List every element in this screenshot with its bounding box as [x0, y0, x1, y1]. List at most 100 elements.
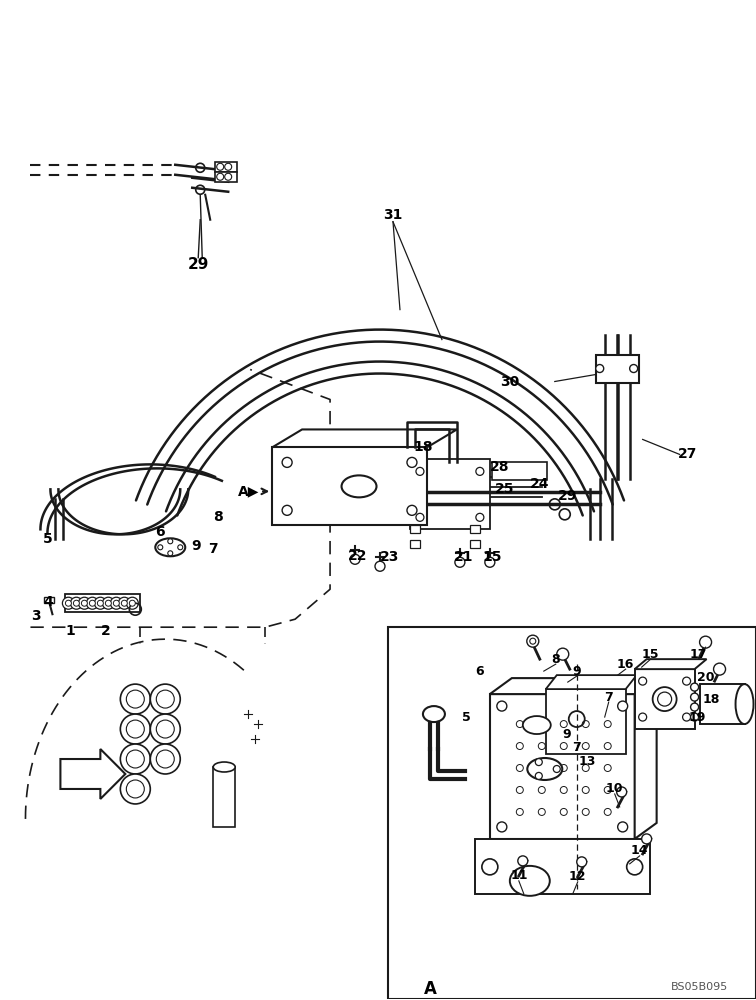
Bar	[546, 689, 626, 754]
Circle shape	[618, 822, 627, 832]
Polygon shape	[272, 429, 457, 447]
Circle shape	[150, 714, 180, 744]
Circle shape	[690, 713, 699, 721]
Text: 28: 28	[490, 460, 510, 474]
Circle shape	[73, 600, 79, 606]
Text: 9: 9	[572, 665, 581, 678]
Circle shape	[150, 684, 180, 714]
Circle shape	[683, 713, 690, 721]
Bar	[213, 767, 235, 827]
Circle shape	[225, 163, 231, 170]
Text: 17: 17	[689, 648, 708, 661]
Circle shape	[617, 787, 627, 797]
Circle shape	[476, 467, 484, 475]
Circle shape	[126, 720, 144, 738]
Circle shape	[66, 600, 71, 606]
Bar	[490, 694, 635, 839]
Circle shape	[120, 714, 150, 744]
Bar	[45, 597, 54, 603]
Circle shape	[630, 365, 637, 373]
Text: 6: 6	[156, 525, 165, 539]
Text: 1: 1	[66, 624, 76, 638]
Text: 8: 8	[551, 653, 560, 666]
Text: 23: 23	[380, 550, 400, 564]
Circle shape	[535, 772, 542, 779]
Circle shape	[690, 693, 699, 701]
Text: 15: 15	[642, 648, 659, 661]
Circle shape	[156, 690, 175, 708]
Text: 24: 24	[530, 477, 550, 491]
FancyBboxPatch shape	[215, 162, 237, 172]
Circle shape	[178, 545, 183, 550]
Circle shape	[158, 545, 163, 550]
Polygon shape	[635, 659, 707, 669]
Text: 14: 14	[631, 844, 649, 857]
FancyBboxPatch shape	[215, 172, 237, 182]
Text: 18: 18	[703, 693, 720, 706]
Bar	[635, 669, 695, 729]
Circle shape	[699, 636, 711, 648]
Circle shape	[690, 703, 699, 711]
Bar	[272, 447, 427, 525]
Circle shape	[556, 648, 569, 660]
Text: 11: 11	[510, 869, 528, 882]
Text: 19: 19	[689, 711, 706, 724]
Text: 5: 5	[461, 711, 470, 724]
Circle shape	[217, 163, 224, 170]
Ellipse shape	[423, 706, 445, 722]
Text: 21: 21	[454, 550, 474, 564]
Ellipse shape	[155, 538, 185, 556]
Circle shape	[120, 684, 150, 714]
Circle shape	[407, 505, 417, 515]
Text: 10: 10	[606, 782, 624, 795]
Circle shape	[102, 597, 114, 609]
Text: 9: 9	[191, 539, 201, 553]
Text: 15: 15	[482, 550, 501, 564]
Circle shape	[455, 557, 465, 567]
Circle shape	[652, 687, 677, 711]
Circle shape	[530, 638, 536, 644]
Text: 25: 25	[495, 482, 515, 496]
Text: 29: 29	[187, 257, 209, 272]
Bar	[492, 462, 547, 480]
Ellipse shape	[523, 716, 551, 734]
Circle shape	[119, 597, 130, 609]
Circle shape	[126, 690, 144, 708]
Circle shape	[63, 597, 74, 609]
Circle shape	[150, 744, 180, 774]
Bar	[699, 684, 745, 724]
Circle shape	[225, 173, 231, 180]
Circle shape	[683, 677, 690, 685]
Circle shape	[535, 759, 542, 766]
Circle shape	[639, 713, 646, 721]
Circle shape	[416, 467, 424, 475]
Bar	[470, 540, 480, 548]
Bar	[475, 839, 649, 894]
Text: 16: 16	[617, 658, 634, 671]
Circle shape	[553, 766, 560, 772]
Circle shape	[497, 822, 507, 832]
Ellipse shape	[510, 866, 550, 896]
Text: A: A	[423, 980, 436, 998]
Circle shape	[120, 774, 150, 804]
Text: 13: 13	[579, 755, 596, 768]
Circle shape	[89, 600, 95, 606]
Circle shape	[79, 597, 91, 609]
Circle shape	[518, 856, 528, 866]
Ellipse shape	[213, 762, 235, 772]
Circle shape	[375, 561, 385, 571]
Text: 7: 7	[604, 691, 613, 704]
Circle shape	[98, 600, 104, 606]
Text: 9: 9	[562, 728, 571, 741]
Circle shape	[596, 365, 604, 373]
Text: 29: 29	[558, 489, 578, 503]
Text: 7: 7	[572, 741, 581, 754]
Text: 20: 20	[697, 671, 714, 684]
Bar	[596, 355, 639, 383]
Bar	[410, 459, 490, 529]
Circle shape	[126, 780, 144, 798]
Ellipse shape	[527, 758, 562, 780]
Circle shape	[121, 600, 127, 606]
Bar	[410, 525, 420, 533]
Circle shape	[577, 857, 587, 867]
